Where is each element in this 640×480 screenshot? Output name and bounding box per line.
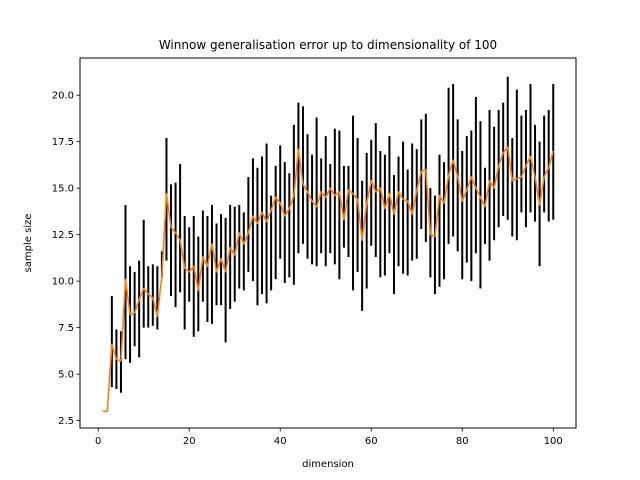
axes-frame — [79, 57, 577, 429]
y-tick-label: 15.0 — [52, 184, 74, 195]
y-axis-label: sample size — [23, 214, 34, 273]
chart-title: Winnow generalisation error up to dimens… — [159, 38, 497, 52]
x-tick-label: 20 — [183, 436, 196, 447]
y-tick-label: 12.5 — [52, 230, 74, 241]
x-tick-label: 80 — [456, 436, 469, 447]
errorbars — [110, 76, 555, 393]
x-tick-label: 40 — [274, 436, 287, 447]
y-tick-label: 20.0 — [52, 91, 74, 102]
y-tick-label: 2.5 — [58, 416, 74, 427]
plot-area — [102, 76, 555, 413]
y-tick-label: 17.5 — [52, 137, 74, 148]
x-tick-label: 0 — [95, 436, 101, 447]
x-axis-label: dimension — [302, 459, 354, 470]
y-tick-label: 7.5 — [58, 323, 74, 334]
y-axis-ticks: 2.5 5.0 7.5 10.0 12.5 15.0 17.5 20.0 — [52, 91, 80, 427]
x-axis-ticks: 0 20 40 60 80 100 — [95, 428, 563, 447]
x-tick-label: 100 — [544, 436, 563, 447]
series-line — [102, 146, 555, 413]
series-lines — [102, 146, 555, 413]
y-tick-label: 5.0 — [58, 370, 74, 381]
y-tick-label: 10.0 — [52, 277, 74, 288]
x-tick-label: 60 — [365, 436, 378, 447]
